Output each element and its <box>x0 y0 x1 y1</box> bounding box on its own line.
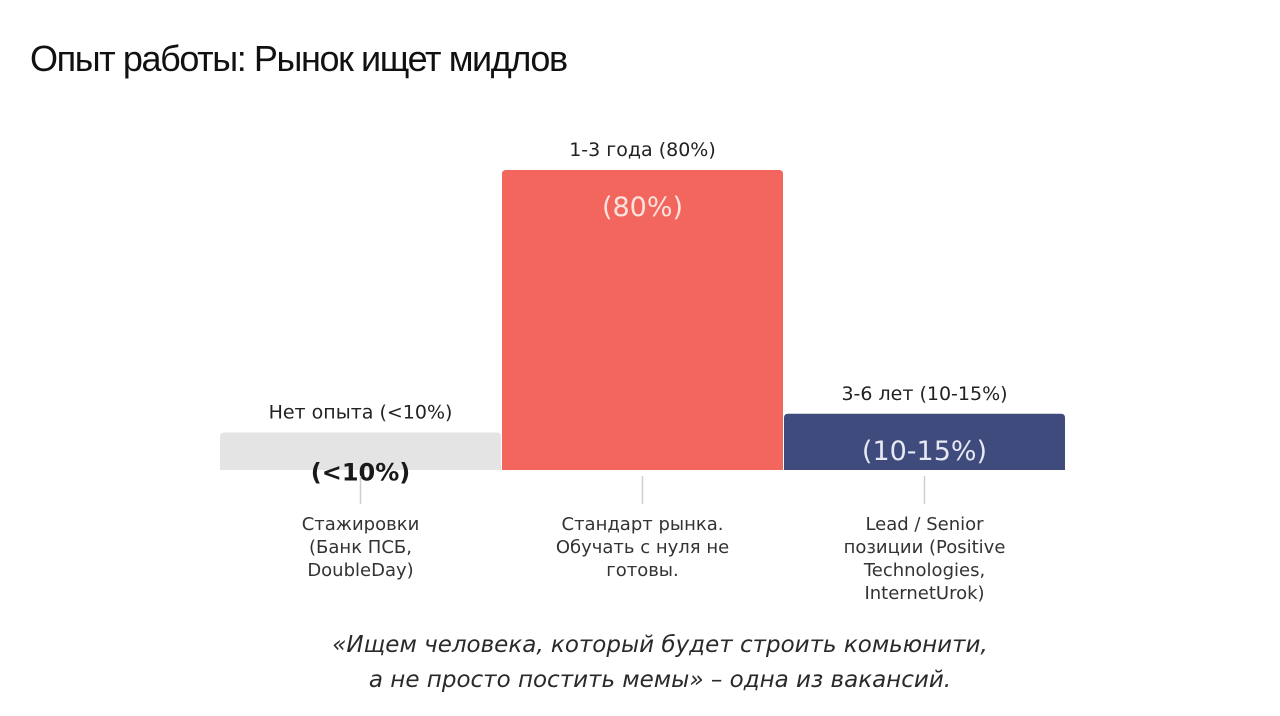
description-line-1-1: Стажировки <box>302 514 420 535</box>
category-label-3: 3-6 лет (10-15%) <box>841 383 1007 405</box>
bar-3 <box>784 413 1065 470</box>
description-line-3-3: Technologies, <box>863 560 985 581</box>
page-title: Опыт работы: Рынок ищет мидлов <box>30 38 568 79</box>
bar-2 <box>502 170 783 470</box>
quote-line-2: а не просто постить мемы» – одна из вака… <box>368 667 952 693</box>
category-label-1: Нет опыта (<10%) <box>269 402 453 424</box>
vacancy-quote: «Ищем человека, который будет строить ко… <box>0 628 1280 698</box>
description-line-1-3: DoubleDay) <box>307 560 413 581</box>
bar-value-label-2: (80%) <box>602 192 683 223</box>
description-line-2-1: Стандарт рынка. <box>562 514 724 535</box>
bar-1 <box>220 432 501 470</box>
quote-line-1: «Ищем человека, который будет строить ко… <box>332 632 988 658</box>
description-line-2-3: готовы. <box>606 560 679 581</box>
bar-value-label-3: (10-15%) <box>862 436 987 467</box>
category-label-2: 1-3 года (80%) <box>569 139 716 161</box>
description-line-2-2: Обучать с нуля не <box>556 537 729 558</box>
description-line-3-4: InternetUrok) <box>864 583 984 604</box>
description-line-3-1: Lead / Senior <box>865 514 984 535</box>
description-line-3-2: позиции (Positive <box>844 537 1006 558</box>
description-line-1-2: (Банк ПСБ, <box>309 537 412 558</box>
